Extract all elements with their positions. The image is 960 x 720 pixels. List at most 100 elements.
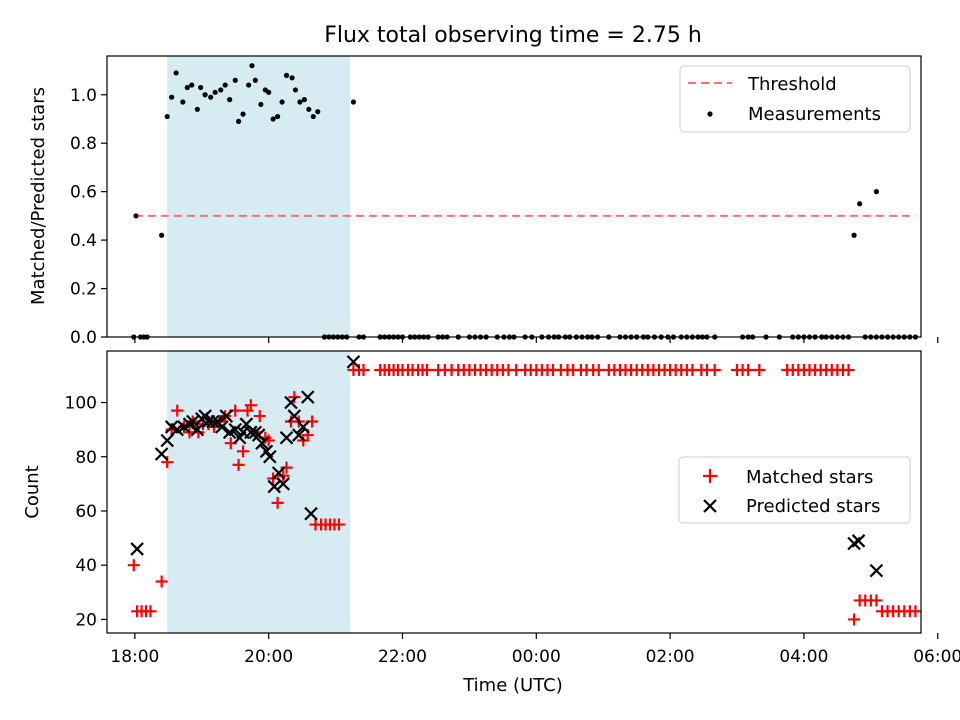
measurement-point <box>270 116 276 122</box>
predicted-star-marker <box>206 414 220 429</box>
predicted-star-marker <box>851 534 866 548</box>
measurement-point <box>275 113 281 120</box>
bottom-y-axis-label: Count <box>22 465 43 518</box>
top-x-ticks <box>134 337 939 343</box>
measurement-point <box>194 106 200 112</box>
bottom-ytick-label: 80 <box>75 448 97 468</box>
bottom-ytick-label: 100 <box>65 394 97 414</box>
predicted-star-marker <box>219 409 234 423</box>
measurement-point <box>301 97 307 103</box>
predicted-star-marker <box>300 390 315 404</box>
measurement-point <box>857 201 863 207</box>
predicted-star-marker <box>215 420 229 434</box>
matched-star-marker <box>909 605 922 618</box>
predicted-star-marker <box>869 563 884 578</box>
legend-predicted-swatch <box>703 499 717 513</box>
top-highlight-band <box>167 56 351 337</box>
bottom-panel: 20 40 60 80 100 18:00 20:00 22:00 00:00 02:00 04:… <box>22 350 960 696</box>
measurement-point <box>297 99 303 105</box>
predicted-star-marker <box>190 422 205 437</box>
measurement-point <box>159 232 165 238</box>
bottom-xtick-label: 00:00 <box>512 647 561 667</box>
predicted-star-marker <box>296 420 311 434</box>
matched-star-marker <box>708 363 721 376</box>
top-ytick-label: 0.6 <box>70 183 97 203</box>
measurement-point <box>873 189 879 195</box>
matched-star-marker <box>332 518 345 531</box>
matched-star-marker <box>742 363 755 376</box>
matched-star-marker <box>232 458 245 471</box>
predicted-star-marker <box>160 433 174 448</box>
measurement-point <box>222 82 228 88</box>
measurement-point <box>266 89 272 95</box>
measurement-point <box>198 84 204 91</box>
measurement-point <box>180 99 186 105</box>
measurement-point <box>306 106 312 112</box>
measurement-point <box>218 87 224 93</box>
predicted-star-marker <box>130 542 144 556</box>
predicted-star-marker <box>287 409 302 423</box>
matched-star-marker <box>271 496 284 509</box>
measurement-point <box>258 101 264 108</box>
measurement-point <box>169 94 175 100</box>
measurement-point <box>350 99 357 105</box>
measurement-point <box>235 118 242 125</box>
measurement-point <box>184 84 190 91</box>
figure-title: Flux total observing time = 2.75 h <box>324 23 702 48</box>
legend-threshold-label: Threshold <box>747 74 837 95</box>
predicted-star-marker <box>154 447 169 461</box>
top-ytick-label: 0.0 <box>70 328 97 348</box>
predicted-star-marker <box>251 428 266 442</box>
matched-star-marker <box>155 575 168 588</box>
bottom-y-ticks: 20 40 60 80 100 <box>65 394 107 630</box>
top-ytick-label: 0.2 <box>70 280 97 300</box>
bottom-ytick-label: 60 <box>75 502 97 522</box>
bottom-axes-frame <box>106 350 922 634</box>
matched-star-marker <box>870 594 883 607</box>
predicted-star-marker <box>346 355 361 369</box>
predicted-star-marker <box>304 506 318 521</box>
legend-measurements-label: Measurements <box>748 104 881 125</box>
bottom-ytick-label: 20 <box>75 610 97 630</box>
predicted-star-marker <box>244 425 258 440</box>
measurement-point <box>283 72 290 78</box>
top-y-axis-label: Matched/Predicted stars <box>28 87 49 305</box>
x-axis-label: Time (UTC) <box>462 675 563 696</box>
matched-star-marker <box>237 445 250 458</box>
matched-star-marker <box>171 404 184 417</box>
legend-measurements-swatch <box>707 111 713 117</box>
top-ytick-label: 0.8 <box>70 134 97 154</box>
matched-star-markers <box>127 363 922 626</box>
top-ytick-label: 0.4 <box>70 231 97 251</box>
matched-star-marker <box>253 410 266 423</box>
predicted-star-marker <box>271 466 286 480</box>
predicted-star-marker <box>263 449 277 464</box>
measurement-point <box>164 113 170 120</box>
bottom-xtick-label: 04:00 <box>779 647 828 667</box>
bottom-xtick-label: 02:00 <box>646 647 695 667</box>
legend-matched-swatch <box>703 469 717 483</box>
measurement-point <box>227 97 233 103</box>
measurement-point <box>232 77 238 83</box>
matched-star-marker <box>244 399 257 412</box>
bottom-x-ticks: 18:00 20:00 22:00 00:00 02:00 04:00 06:00 <box>110 633 960 667</box>
measurement-point <box>173 70 179 76</box>
bottom-highlight-band <box>167 351 351 633</box>
predicted-star-marker <box>292 428 306 442</box>
top-y-ticks: 0.0 0.2 0.4 0.6 0.8 1.0 <box>70 86 107 348</box>
predicted-star-markers <box>130 355 884 578</box>
top-legend: Threshold Measurements <box>679 65 911 133</box>
matched-star-marker <box>357 363 370 376</box>
top-legend-box <box>679 65 911 133</box>
matched-star-marker <box>842 363 855 376</box>
top-ytick-label: 1.0 <box>70 86 97 106</box>
legend-matched-label: Matched stars <box>746 467 873 488</box>
bottom-legend: Matched stars Predicted stars <box>678 456 911 524</box>
predicted-star-marker <box>255 436 269 450</box>
measurement-point <box>202 92 208 98</box>
measurement-point <box>252 77 258 83</box>
bottom-legend-box <box>678 456 911 524</box>
measurement-point <box>189 82 195 88</box>
matched-star-marker <box>592 363 605 376</box>
